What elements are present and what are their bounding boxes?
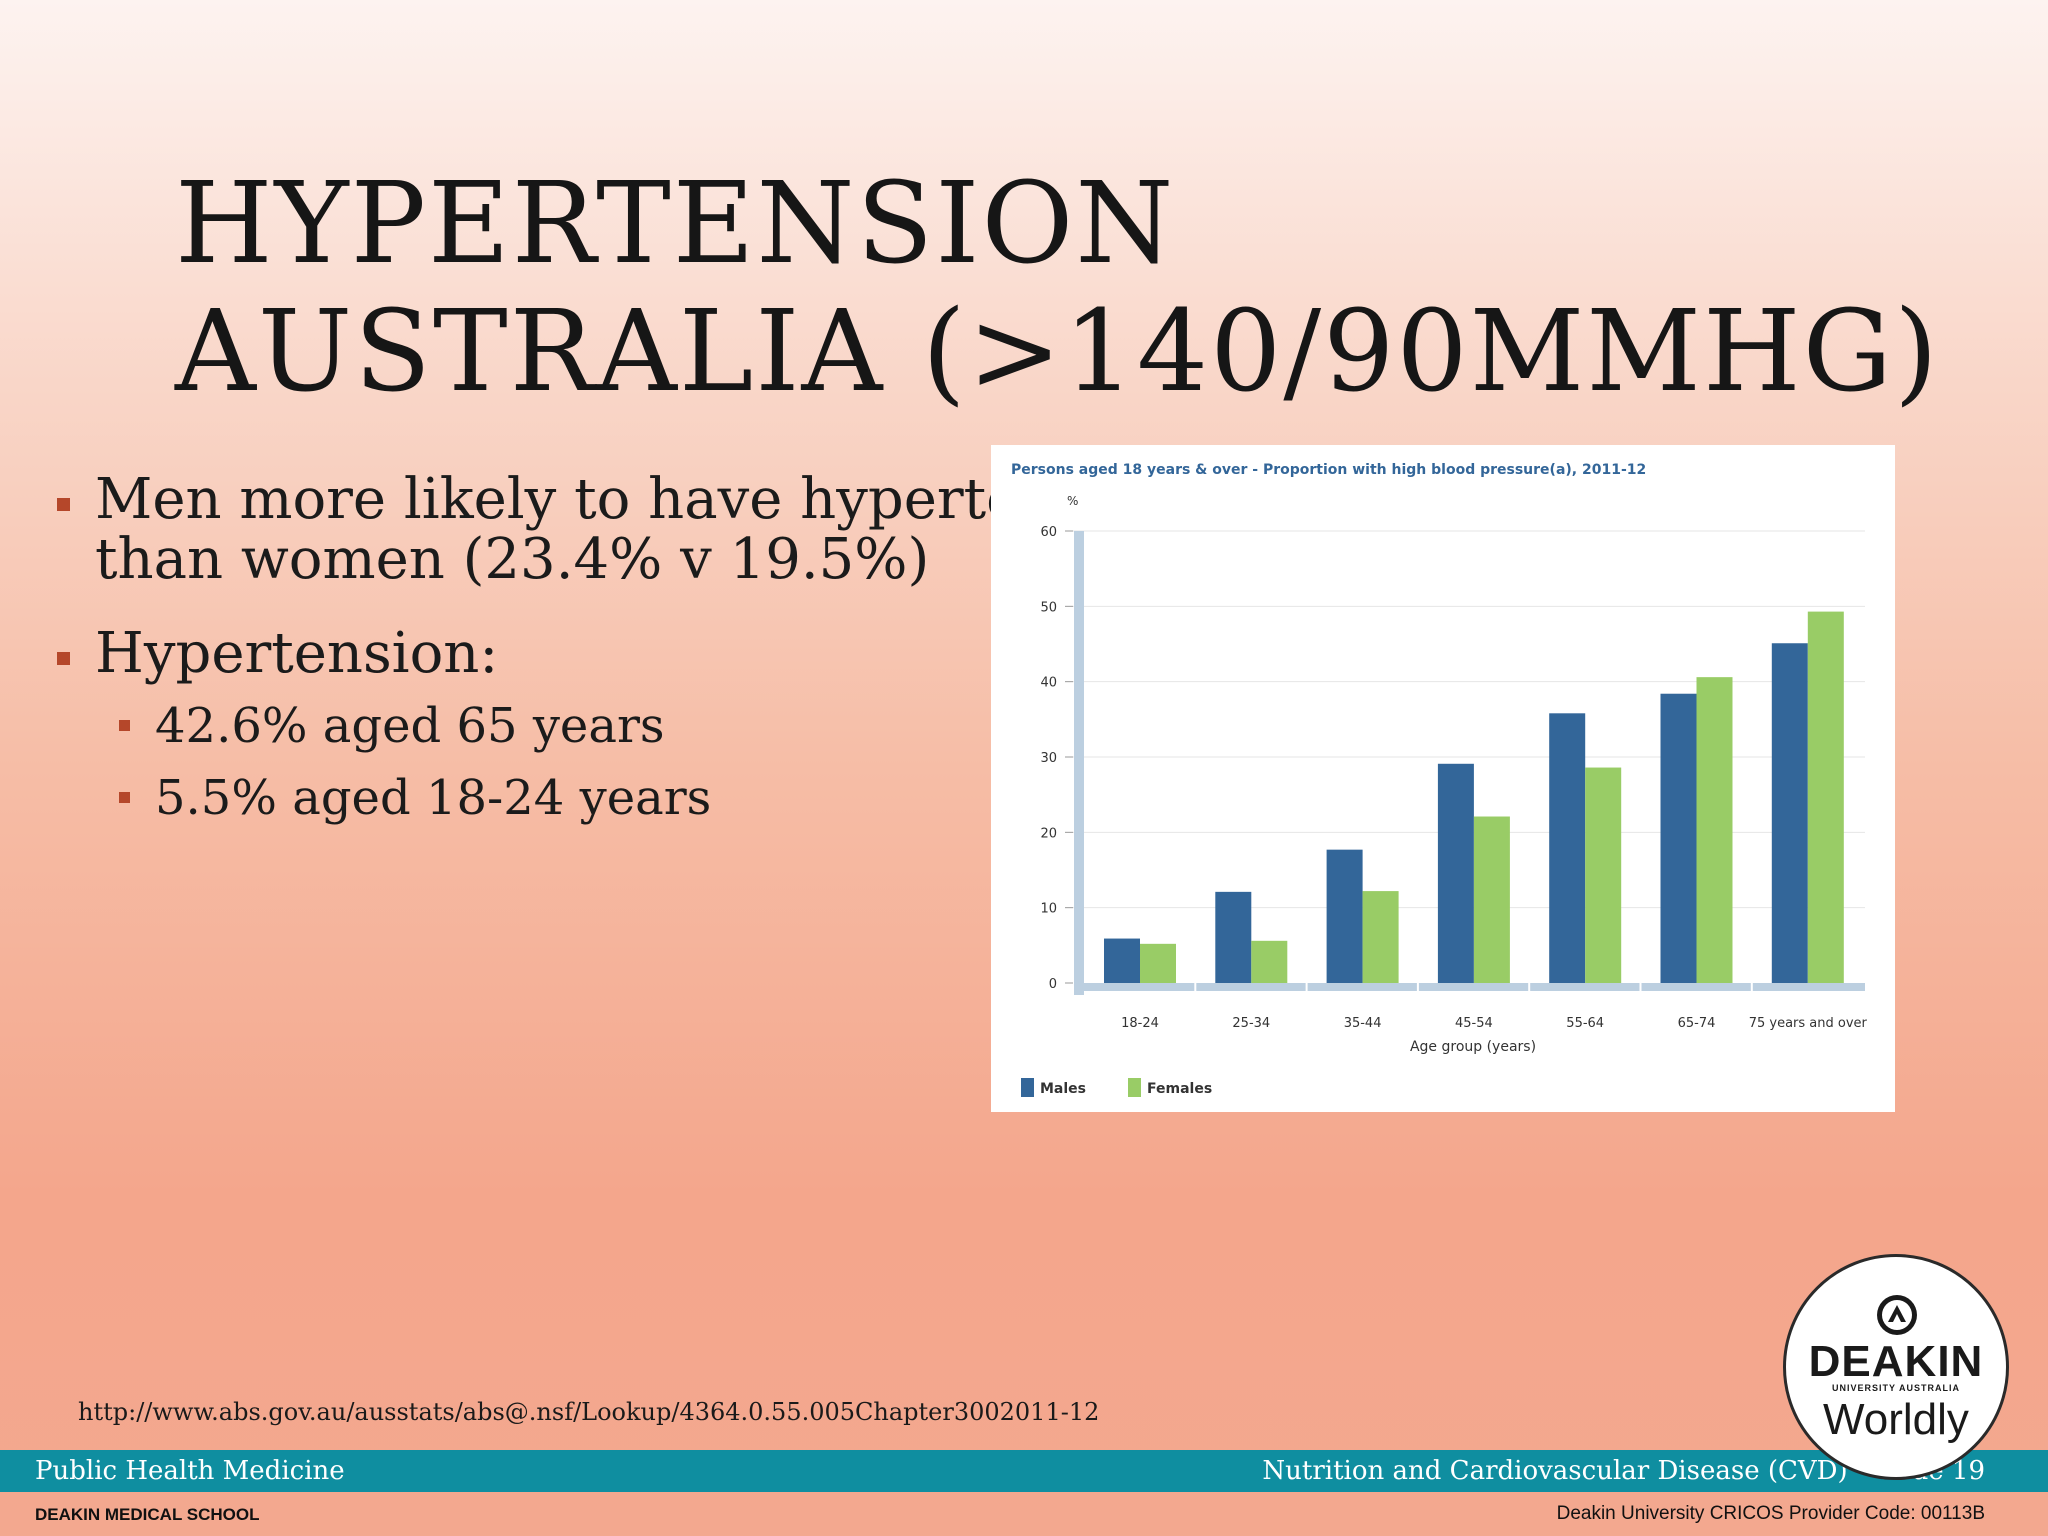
bar-females-75-years-and-over [1807, 611, 1844, 983]
title-line-1: HYPERTENSION [175, 159, 1176, 289]
logo-subtitle: UNIVERSITY AUSTRALIA [1831, 1383, 1960, 1393]
sub-bullet-marker [119, 720, 130, 731]
y-axis-band [1074, 531, 1084, 995]
y-tick-label: 10 [1040, 902, 1057, 917]
bar-males-35-44 [1326, 849, 1363, 983]
sub-bullet-text: 42.6% aged 65 years [155, 698, 665, 754]
bullet-text: than women (23.4% v 19.5%) [95, 527, 930, 592]
legend-label-males: Males [1040, 1081, 1086, 1097]
y-tick-label: 0 [1049, 977, 1057, 992]
chart-svg: Persons aged 18 years & over - Proportio… [1011, 462, 1868, 1097]
bar-males-25-34 [1215, 891, 1252, 983]
chart-title: Persons aged 18 years & over - Proportio… [1011, 462, 1646, 478]
x-axis-band [1074, 983, 1865, 991]
sub-bullet-marker [119, 792, 130, 803]
footer-bar: Public Health Medicine Nutrition and Car… [0, 1450, 2048, 1492]
bullet-marker [57, 652, 70, 665]
x-tick-label: 25-34 [1232, 1016, 1270, 1031]
bar-layer [1104, 611, 1844, 983]
legend-label-females: Females [1147, 1081, 1212, 1097]
logo-tagline: Worldly [1823, 1395, 1969, 1444]
bullet-text: Hypertension: [95, 621, 499, 686]
bar-females-45-54 [1473, 816, 1510, 983]
bar-females-55-64 [1585, 767, 1622, 983]
bullet-list: Men more likely to have hypertension tha… [55, 470, 1015, 842]
sub-bullet-18-24: 5.5% aged 18-24 years [55, 770, 1015, 826]
sub-bullet-65: 42.6% aged 65 years [55, 698, 1015, 754]
y-tick-label: 30 [1040, 751, 1057, 766]
logo-name: DEAKIN [1808, 1337, 1984, 1386]
x-tick-label: 55-64 [1566, 1016, 1604, 1031]
label-layer: 0 10 20 30 40 50 60 18-24 25-34 35-44 45-54 55-64 65… [1040, 525, 1867, 1031]
blood-pressure-chart: Persons aged 18 years & over - Proportio… [991, 445, 1895, 1112]
slide-title: HYPERTENSION AUSTRALIA (>140/90MMHG) [175, 160, 1940, 416]
cricos-code: Deakin University CRICOS Provider Code: … [1556, 1503, 1985, 1524]
footer-left-text: Public Health Medicine [35, 1456, 345, 1486]
source-link[interactable]: http://www.abs.gov.au/ausstats/abs@.nsf/… [78, 1398, 1100, 1426]
x-tick-label: 75 years and over [1749, 1016, 1868, 1031]
x-tick-label: 65-74 [1678, 1016, 1716, 1031]
grid-layer [1073, 530, 1865, 909]
bar-females-25-34 [1251, 940, 1288, 983]
x-tick-label: 45-54 [1455, 1016, 1493, 1031]
bar-males-45-54 [1437, 763, 1474, 983]
bar-males-75-years-and-over [1771, 643, 1808, 983]
axis-layer [1065, 530, 1865, 995]
y-tick-label: 50 [1040, 600, 1057, 615]
bar-males-65-74 [1660, 693, 1697, 983]
deakin-emblem-icon [1877, 1295, 1917, 1335]
bar-females-18-24 [1140, 943, 1176, 983]
legend-swatch-females [1128, 1078, 1141, 1097]
y-axis-label: % [1067, 494, 1078, 508]
y-tick-label: 40 [1040, 676, 1057, 691]
title-line-2: AUSTRALIA (>140/90MMHG) [175, 287, 1940, 417]
x-axis-label: Age group (years) [1410, 1039, 1536, 1055]
y-tick-label: 60 [1040, 525, 1057, 540]
legend-swatch-males [1021, 1078, 1034, 1097]
y-tick-label: 20 [1040, 826, 1057, 841]
bullet-text: Men more likely to have hypertension [95, 470, 1015, 532]
bullet-men-vs-women: Men more likely to have hypertension tha… [55, 470, 1015, 590]
bar-males-18-24 [1104, 938, 1140, 983]
legend: Males Females [1021, 1078, 1212, 1097]
bar-females-35-44 [1362, 891, 1399, 983]
bullet-hypertension: Hypertension: [55, 624, 1015, 684]
sub-bullet-text: 5.5% aged 18-24 years [155, 770, 712, 826]
bar-females-65-74 [1696, 677, 1733, 983]
school-name: DEAKIN MEDICAL SCHOOL [35, 1505, 260, 1524]
deakin-logo: DEAKIN UNIVERSITY AUSTRALIA Worldly [1783, 1254, 2009, 1480]
bar-males-55-64 [1549, 713, 1586, 983]
x-tick-label: 18-24 [1121, 1016, 1159, 1031]
x-tick-label: 35-44 [1344, 1016, 1382, 1031]
bullet-marker [57, 498, 70, 511]
